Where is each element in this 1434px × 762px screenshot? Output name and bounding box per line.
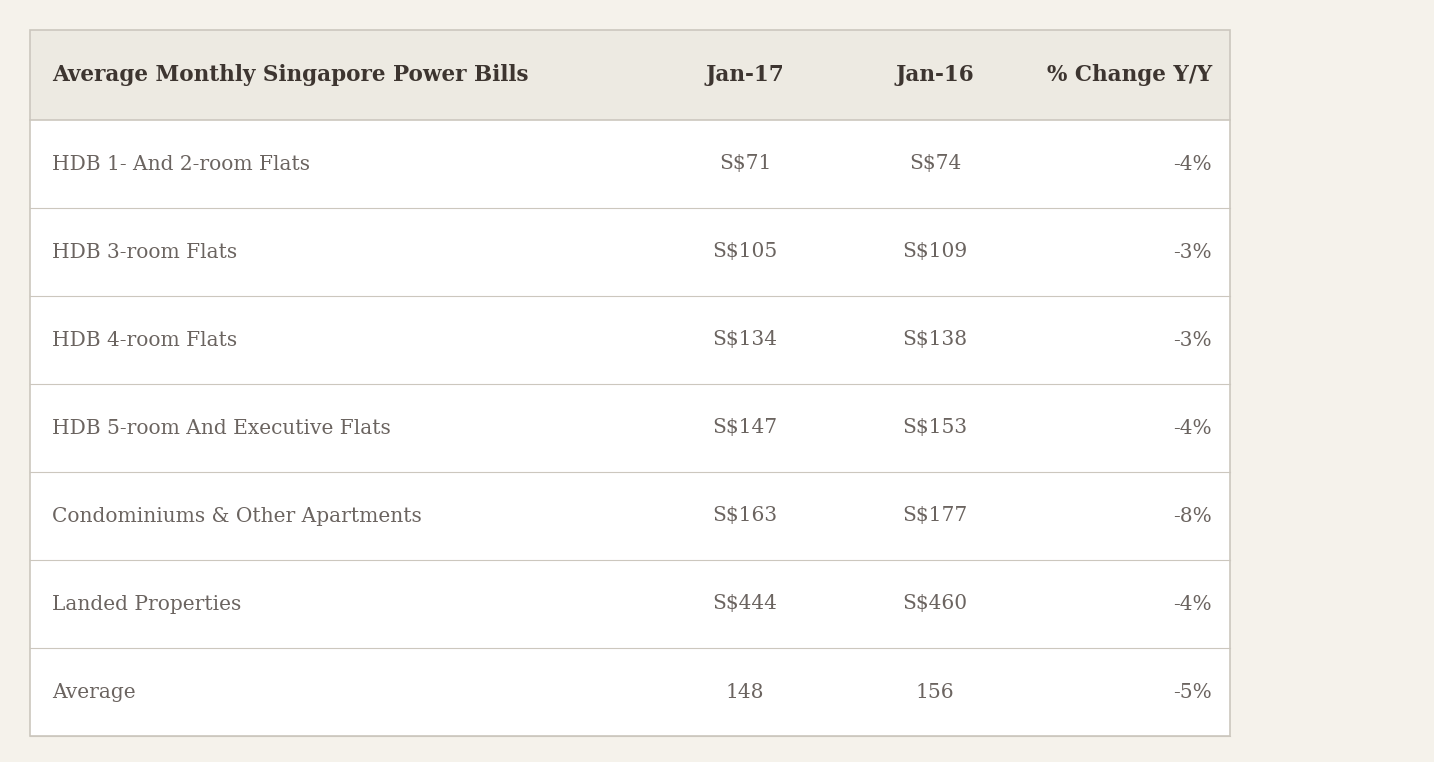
Text: S$177: S$177 <box>902 507 968 526</box>
Text: % Change Y/Y: % Change Y/Y <box>1047 64 1212 86</box>
Text: HDB 3-room Flats: HDB 3-room Flats <box>52 242 237 261</box>
Text: S$147: S$147 <box>713 418 777 437</box>
Text: Average Monthly Singapore Power Bills: Average Monthly Singapore Power Bills <box>52 64 529 86</box>
Text: -4%: -4% <box>1173 594 1212 613</box>
Bar <box>30 30 1230 736</box>
Text: Average: Average <box>52 683 136 702</box>
Text: S$444: S$444 <box>713 594 777 613</box>
Text: S$134: S$134 <box>713 331 777 350</box>
Text: -5%: -5% <box>1173 683 1212 702</box>
Text: 148: 148 <box>726 683 764 702</box>
Text: Landed Properties: Landed Properties <box>52 594 241 613</box>
Text: HDB 5-room And Executive Flats: HDB 5-room And Executive Flats <box>52 418 390 437</box>
Text: -3%: -3% <box>1173 242 1212 261</box>
Text: Condominiums & Other Apartments: Condominiums & Other Apartments <box>52 507 422 526</box>
Text: -4%: -4% <box>1173 155 1212 174</box>
Text: 156: 156 <box>916 683 954 702</box>
Text: S$105: S$105 <box>713 242 777 261</box>
Text: S$138: S$138 <box>902 331 968 350</box>
Text: S$163: S$163 <box>713 507 777 526</box>
Text: S$71: S$71 <box>718 155 771 174</box>
Text: -8%: -8% <box>1173 507 1212 526</box>
Text: HDB 4-room Flats: HDB 4-room Flats <box>52 331 237 350</box>
Text: Jan-17: Jan-17 <box>706 64 784 86</box>
Text: Jan-16: Jan-16 <box>896 64 974 86</box>
Text: -4%: -4% <box>1173 418 1212 437</box>
Bar <box>30 120 1230 736</box>
Text: -3%: -3% <box>1173 331 1212 350</box>
Text: S$109: S$109 <box>902 242 968 261</box>
Text: HDB 1- And 2-room Flats: HDB 1- And 2-room Flats <box>52 155 310 174</box>
Bar <box>30 30 1230 120</box>
Text: S$153: S$153 <box>902 418 968 437</box>
Text: S$460: S$460 <box>902 594 968 613</box>
Text: S$74: S$74 <box>909 155 961 174</box>
